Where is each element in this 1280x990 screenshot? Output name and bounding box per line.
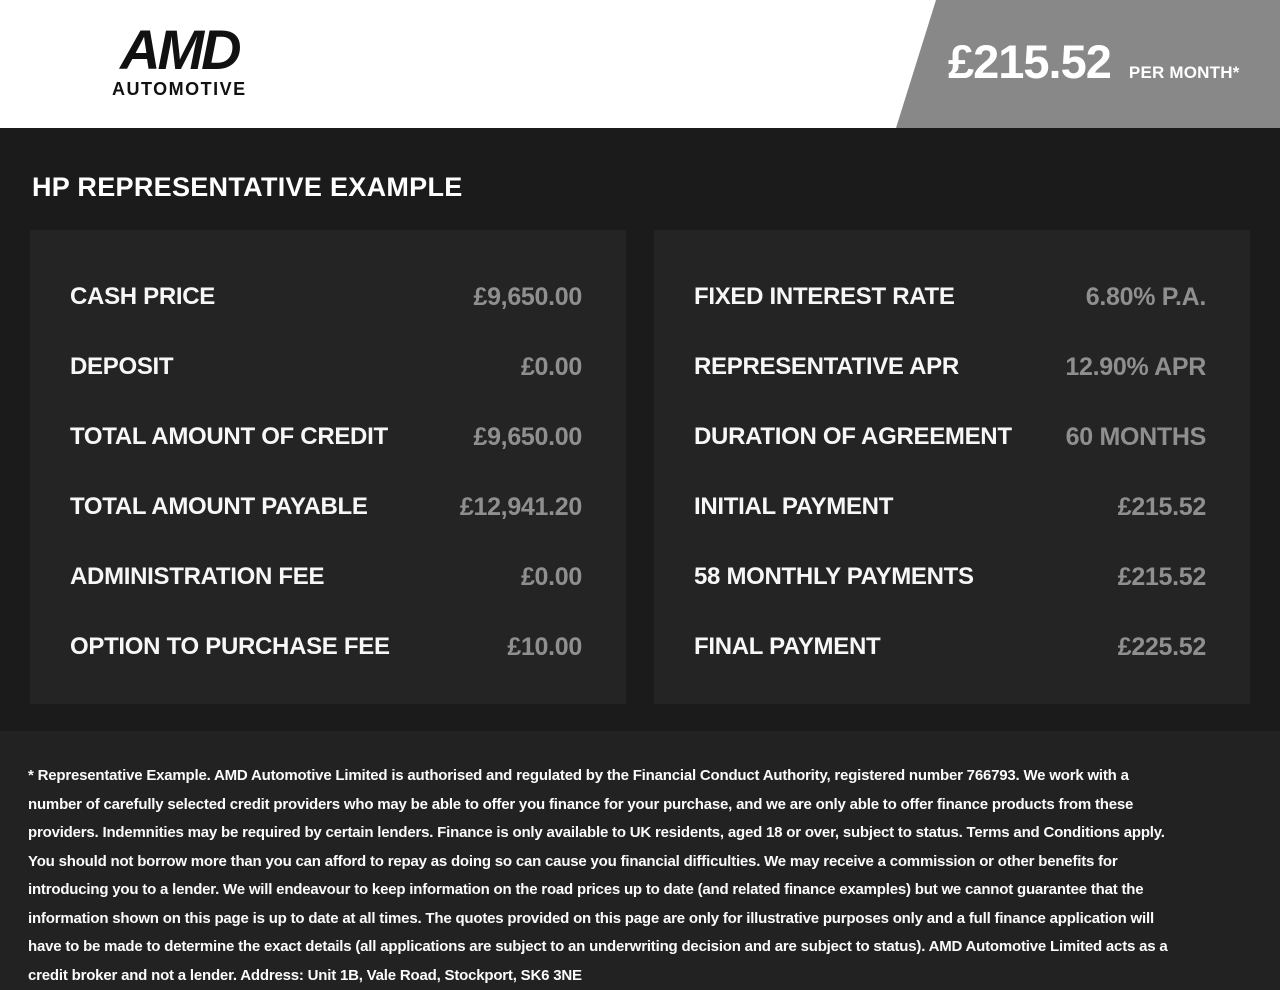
row-label-monthly-payments: 58 MONTHLY PAYMENTS bbox=[694, 563, 974, 590]
row-label-apr: REPRESENTATIVE APR bbox=[694, 353, 959, 380]
logo-text-automotive: AUTOMOTIVE bbox=[112, 79, 247, 99]
row-value-admin-fee: £0.00 bbox=[520, 562, 582, 591]
row-label-deposit: DEPOSIT bbox=[70, 353, 174, 380]
page-title: HP REPRESENTATIVE EXAMPLE bbox=[32, 172, 463, 202]
row-label-initial-payment: INITIAL PAYMENT bbox=[694, 493, 894, 520]
table-row: TOTAL AMOUNT PAYABLE £12,941.20 bbox=[70, 472, 582, 542]
table-row: ADMINISTRATION FEE £0.00 bbox=[70, 542, 582, 612]
finance-example-section: HP REPRESENTATIVE EXAMPLE CASH PRICE £9,… bbox=[0, 128, 1280, 704]
page-header: AMD AUTOMOTIVE £215.52 PER MONTH* bbox=[0, 0, 1280, 128]
row-label-final-payment: FINAL PAYMENT bbox=[694, 633, 881, 660]
legal-disclaimer-text: * Representative Example. AMD Automotive… bbox=[28, 767, 1168, 984]
row-label-duration: DURATION OF AGREEMENT bbox=[694, 423, 1012, 450]
row-value-total-payable: £12,941.20 bbox=[459, 492, 582, 521]
monthly-price-banner: £215.52 PER MONTH* bbox=[896, 0, 1280, 128]
monthly-price-period: PER MONTH* bbox=[1128, 63, 1240, 82]
table-row: 58 MONTHLY PAYMENTS £215.52 bbox=[694, 542, 1206, 612]
logo-text-amd: AMD bbox=[120, 18, 242, 81]
row-value-apr: 12.90% APR bbox=[1065, 352, 1206, 381]
row-label-total-credit: TOTAL AMOUNT OF CREDIT bbox=[70, 423, 388, 450]
table-row: REPRESENTATIVE APR 12.90% APR bbox=[694, 332, 1206, 402]
table-row: INITIAL PAYMENT £215.52 bbox=[694, 472, 1206, 542]
row-label-cash-price: CASH PRICE bbox=[70, 283, 216, 310]
row-value-final-payment: £225.52 bbox=[1117, 632, 1207, 661]
page-footer: * Representative Example. AMD Automotive… bbox=[0, 731, 1280, 990]
row-label-option-fee: OPTION TO PURCHASE FEE bbox=[70, 633, 390, 660]
row-value-cash-price: £9,650.00 bbox=[473, 282, 582, 311]
row-value-total-credit: £9,650.00 bbox=[473, 422, 582, 451]
finance-panel-right: FIXED INTEREST RATE 6.80% P.A. REPRESENT… bbox=[654, 230, 1250, 704]
table-row: TOTAL AMOUNT OF CREDIT £9,650.00 bbox=[70, 402, 582, 472]
table-row: FIXED INTEREST RATE 6.80% P.A. bbox=[694, 262, 1206, 332]
row-value-option-fee: £10.00 bbox=[507, 632, 582, 661]
table-row: FINAL PAYMENT £225.52 bbox=[694, 612, 1206, 682]
amd-automotive-logo: AMD AUTOMOTIVE bbox=[112, 18, 247, 99]
table-row: DEPOSIT £0.00 bbox=[70, 332, 582, 402]
finance-panels: CASH PRICE £9,650.00 DEPOSIT £0.00 TOTAL… bbox=[30, 230, 1250, 704]
finance-panel-left: CASH PRICE £9,650.00 DEPOSIT £0.00 TOTAL… bbox=[30, 230, 626, 704]
table-row: OPTION TO PURCHASE FEE £10.00 bbox=[70, 612, 582, 682]
monthly-price-amount: £215.52 bbox=[948, 35, 1112, 88]
table-row: DURATION OF AGREEMENT 60 MONTHS bbox=[694, 402, 1206, 472]
row-label-admin-fee: ADMINISTRATION FEE bbox=[70, 563, 325, 590]
row-value-duration: 60 MONTHS bbox=[1065, 422, 1207, 451]
table-row: CASH PRICE £9,650.00 bbox=[70, 262, 582, 332]
row-label-total-payable: TOTAL AMOUNT PAYABLE bbox=[70, 493, 368, 520]
row-label-interest-rate: FIXED INTEREST RATE bbox=[694, 283, 955, 310]
row-value-interest-rate: 6.80% P.A. bbox=[1085, 282, 1207, 311]
row-value-initial-payment: £215.52 bbox=[1117, 492, 1207, 521]
row-value-deposit: £0.00 bbox=[520, 352, 582, 381]
row-value-monthly-payments: £215.52 bbox=[1117, 562, 1207, 591]
